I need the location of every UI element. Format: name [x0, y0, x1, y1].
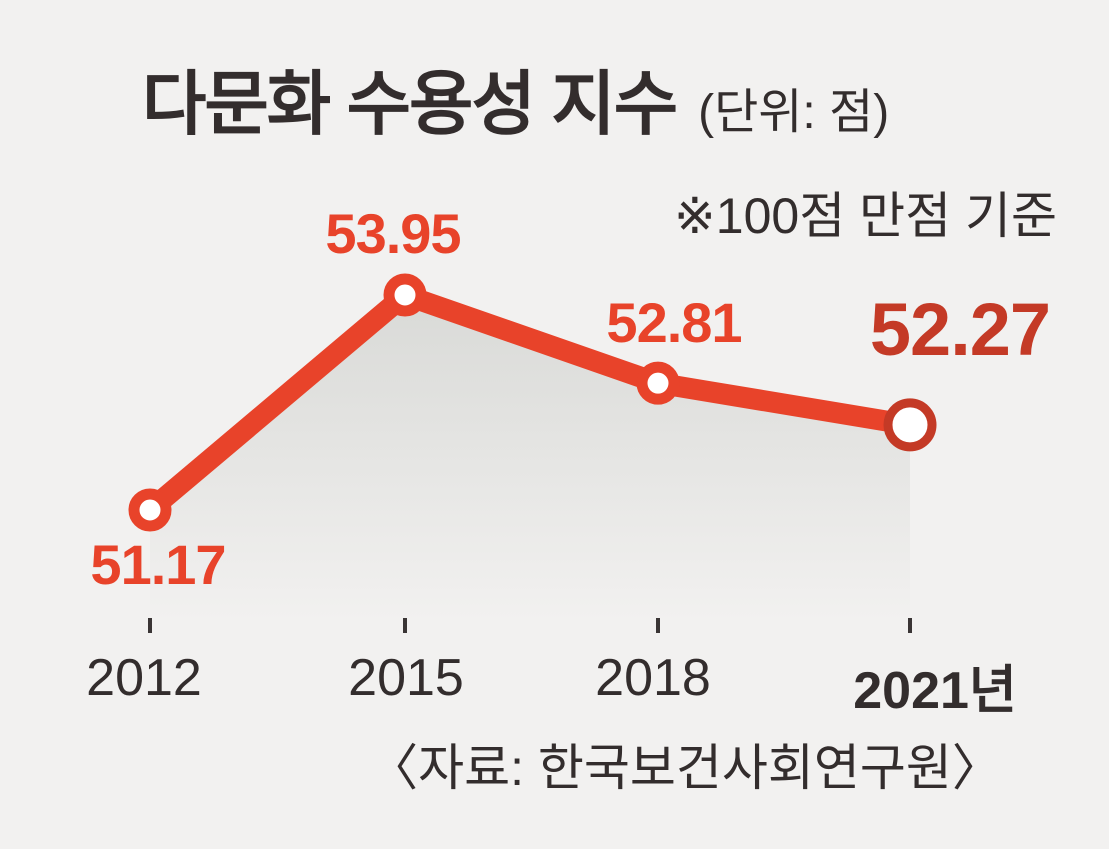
data-point-marker [128, 488, 172, 532]
value-label: 52.27 [869, 288, 1051, 371]
x-axis-label: 2012 [86, 649, 202, 707]
chart-title: 다문화 수용성 지수 [142, 65, 678, 143]
title-row: 다문화 수용성 지수 (단위: 점) [142, 48, 889, 149]
data-point-marker [636, 361, 680, 405]
area-fill [150, 294, 910, 618]
source-caption: 〈자료: 한국보건사회연구원〉 [368, 740, 1002, 796]
data-point-marker [883, 398, 937, 452]
value-label: 51.17 [90, 533, 226, 596]
value-label: 52.81 [606, 291, 742, 354]
note-label: ※100점 만점 기준 [673, 188, 1057, 244]
series-line [139, 284, 921, 521]
x-axis-label: 2021년 [853, 662, 1017, 720]
data-point-marker [383, 273, 427, 317]
value-label: 53.95 [325, 202, 461, 265]
x-axis-label: 2018 [595, 649, 711, 707]
unit-label: (단위: 점) [698, 86, 890, 139]
x-axis-label: 2015 [348, 649, 464, 707]
